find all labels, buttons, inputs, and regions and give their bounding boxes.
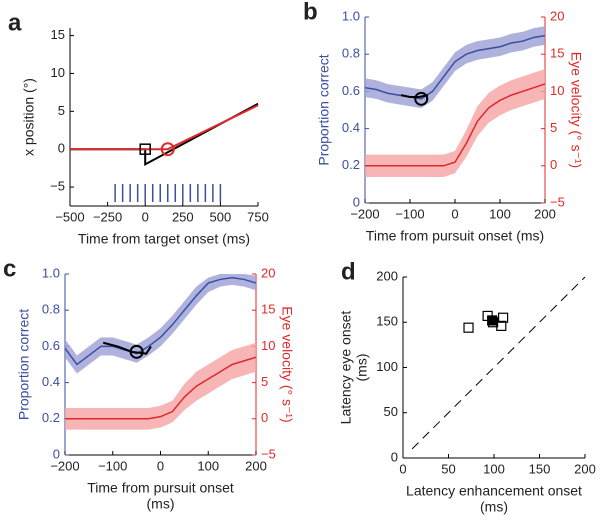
series-line: [70, 102, 259, 167]
confidence-band: [65, 342, 256, 430]
y2-tick-label: 20: [261, 265, 275, 280]
x-tick-label: 0: [142, 209, 149, 224]
y-tick-label: 150: [376, 314, 398, 329]
y2-tick-label: 0: [261, 410, 268, 425]
y2-tick-label: 5: [261, 374, 268, 389]
x-axis-label: Time from pursuit onset: [87, 480, 234, 496]
x-tick-label: 0: [399, 461, 406, 476]
y2-tick-label: −5: [261, 446, 276, 461]
y2-tick-label: −5: [550, 194, 565, 209]
x-tick-label: 750: [247, 209, 269, 224]
series-line: [70, 104, 259, 151]
x-tick-label: −200: [350, 206, 379, 221]
y-tick-label: 0.4: [42, 374, 60, 389]
series-line: [365, 83, 546, 167]
x-tick-label: 100: [483, 461, 505, 476]
y2-tick-label: 10: [261, 338, 275, 353]
y-axis-label: x position (°): [21, 78, 37, 156]
x-tick-label: 0: [157, 458, 164, 473]
y-axis-label: (ms): [354, 354, 370, 382]
y2-axis-label: Eye velocity (° s⁻¹): [279, 306, 295, 422]
confidence-band: [65, 274, 256, 374]
y-tick-label: −5: [50, 179, 65, 194]
x-tick-label: −200: [50, 458, 79, 473]
x-tick-label: 200: [574, 461, 596, 476]
x-tick-label: 50: [441, 461, 455, 476]
series-line: [65, 356, 257, 420]
y-tick-label: 0.6: [342, 83, 360, 98]
x-tick-label: 200: [534, 206, 556, 221]
y-tick-label: 5: [58, 103, 65, 118]
x-tick-label: 100: [197, 458, 219, 473]
y-tick-label: 0.2: [42, 410, 60, 425]
point: [463, 322, 474, 333]
series-line: [102, 341, 152, 355]
marker: [160, 142, 175, 157]
confidence-band: [365, 69, 545, 177]
point: [496, 320, 507, 331]
marker: [139, 143, 151, 155]
x-tick-label: −500: [55, 209, 84, 224]
y-axis-label: Latency eye onset: [338, 311, 354, 425]
y-tick-label: 0.8: [42, 302, 60, 317]
y2-tick-label: 10: [550, 83, 564, 98]
y2-axis-label: Eye velocity (° s⁻¹): [568, 52, 584, 168]
panel-label: c: [3, 255, 16, 282]
y-axis-label: Proportion correct: [16, 309, 32, 420]
series-line: [64, 276, 257, 366]
y-tick-label: 200: [376, 268, 398, 283]
y-tick-label: 10: [51, 65, 65, 80]
x-axis-label: (ms): [147, 496, 175, 512]
series-line: [400, 94, 429, 98]
y-tick-label: 1.0: [42, 265, 60, 280]
y-tick-label: 0: [53, 446, 60, 461]
x-axis-label: Time from target onset (ms): [78, 231, 250, 247]
y-tick-label: 0.2: [342, 157, 360, 172]
y2-tick-label: 0: [550, 157, 557, 172]
marker: [414, 91, 429, 106]
x-tick-label: −100: [395, 206, 424, 221]
y-tick-label: 0.4: [342, 120, 360, 135]
y2-tick-label: 15: [550, 46, 564, 61]
y2-tick-label: 20: [550, 8, 564, 23]
panel-label: b: [303, 0, 318, 25]
x-tick-label: −250: [93, 209, 122, 224]
x-tick-label: 0: [451, 206, 458, 221]
y-tick-label: 100: [376, 359, 398, 374]
y-tick-label: 1.0: [342, 8, 360, 23]
point: [498, 312, 509, 323]
x-tick-label: 500: [210, 209, 232, 224]
x-tick-label: 150: [529, 461, 551, 476]
y-tick-label: 50: [384, 404, 398, 419]
panel-label: a: [8, 9, 22, 36]
y-tick-label: 0: [353, 194, 360, 209]
y-tick-label: 0.8: [342, 46, 360, 61]
point: [487, 315, 498, 326]
y2-tick-label: 5: [550, 120, 557, 135]
y-tick-label: 0: [58, 141, 65, 156]
x-tick-label: −100: [98, 458, 127, 473]
panel-label: d: [341, 258, 356, 285]
x-axis-label: Latency enhancement onset: [406, 483, 582, 499]
y2-tick-label: 15: [261, 302, 275, 317]
series-line: [364, 34, 546, 100]
y-tick-label: 0: [391, 449, 398, 464]
x-tick-label: 100: [489, 206, 511, 221]
marker: [129, 344, 144, 359]
x-axis-label: Time from pursuit onset (ms): [366, 228, 544, 244]
reference-line: [411, 276, 586, 450]
y-tick-label: 15: [51, 27, 65, 42]
x-axis-label: (ms): [480, 499, 508, 515]
x-tick-label: 250: [172, 209, 194, 224]
x-tick-label: 200: [245, 458, 267, 473]
plot-area: [69, 28, 258, 207]
y-tick-label: 0.6: [42, 338, 60, 353]
y-axis-label: Proportion correct: [316, 54, 332, 165]
